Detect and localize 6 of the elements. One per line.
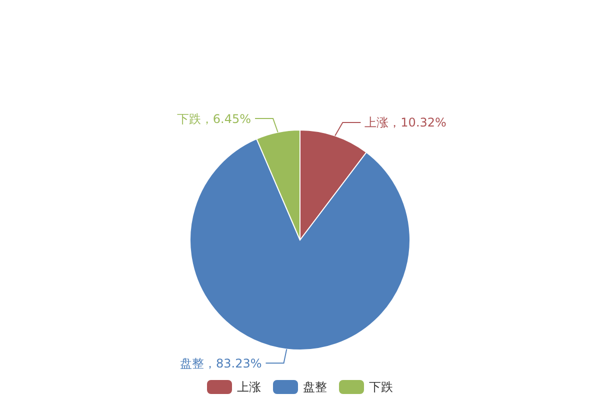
legend-label: 盘整 [303, 380, 327, 394]
data-label: 盘整，83.23% [180, 356, 262, 370]
legend-label: 上涨 [237, 380, 261, 394]
data-label: 上涨，10.32% [364, 116, 446, 130]
data-label: 下跌，6.45% [176, 112, 252, 126]
legend-label: 下跌 [369, 380, 393, 394]
